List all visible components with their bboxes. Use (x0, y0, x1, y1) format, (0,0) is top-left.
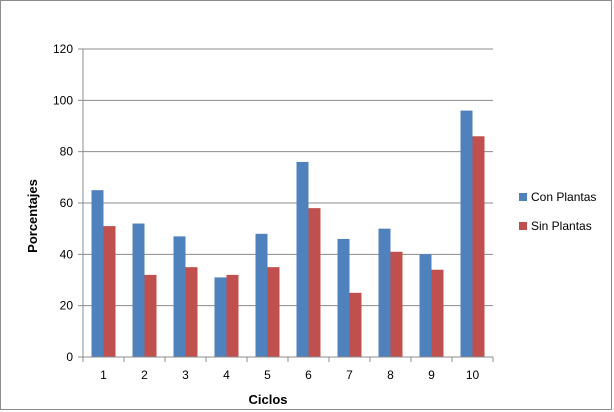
bar-sin-plantas (185, 267, 198, 357)
y-tick-label: 120 (53, 42, 73, 56)
x-tick-label: 5 (264, 368, 271, 382)
x-axis-title: Ciclos (248, 392, 287, 407)
x-tick-label: 7 (346, 368, 353, 382)
y-axis-title: Porcentajes (25, 179, 40, 253)
bar-con-plantas (296, 161, 309, 357)
bar-sin-plantas (431, 269, 444, 357)
x-tick-label: 3 (182, 368, 189, 382)
x-tick-label: 8 (387, 368, 394, 382)
legend-label: Con Plantas (531, 190, 596, 204)
x-tick-label: 4 (223, 368, 230, 382)
bar-con-plantas (378, 228, 391, 357)
legend-label: Sin Plantas (531, 219, 592, 233)
x-tick-label: 6 (305, 368, 312, 382)
bar-sin-plantas (267, 267, 280, 357)
bar-con-plantas (91, 190, 104, 357)
x-tick-label: 9 (428, 368, 435, 382)
legend: Con Plantas Sin Plantas (519, 190, 596, 233)
bar-con-plantas (132, 223, 145, 357)
bar-con-plantas (419, 254, 432, 357)
y-tick-label: 100 (53, 93, 73, 107)
bar-sin-plantas (308, 208, 321, 357)
y-tick-label: 40 (60, 247, 74, 261)
y-tick-label: 20 (60, 299, 74, 313)
y-tick-label: 80 (60, 145, 74, 159)
bars (91, 110, 485, 357)
bar-sin-plantas (144, 274, 157, 357)
bar-con-plantas (460, 110, 473, 357)
x-tick-label: 10 (466, 368, 480, 382)
bar-con-plantas (173, 236, 186, 357)
y-tick-label: 0 (66, 350, 73, 364)
y-tick-label: 60 (60, 196, 74, 210)
bar-sin-plantas (390, 251, 403, 357)
bar-sin-plantas (472, 136, 485, 357)
bar-sin-plantas (349, 292, 362, 357)
x-tick-label: 2 (141, 368, 148, 382)
legend-swatch (519, 222, 527, 230)
bar-con-plantas (214, 277, 227, 357)
bar-con-plantas (337, 238, 350, 357)
y-tick-labels: 0 20 40 60 80 100 120 (53, 42, 73, 364)
x-tick-labels: 1 2 3 4 5 6 7 8 9 10 (100, 368, 479, 382)
bar-sin-plantas (103, 226, 116, 357)
axes (78, 48, 494, 362)
legend-swatch (519, 193, 527, 201)
bar-con-plantas (255, 233, 268, 357)
x-tick-label: 1 (100, 368, 107, 382)
bar-sin-plantas (226, 274, 239, 357)
